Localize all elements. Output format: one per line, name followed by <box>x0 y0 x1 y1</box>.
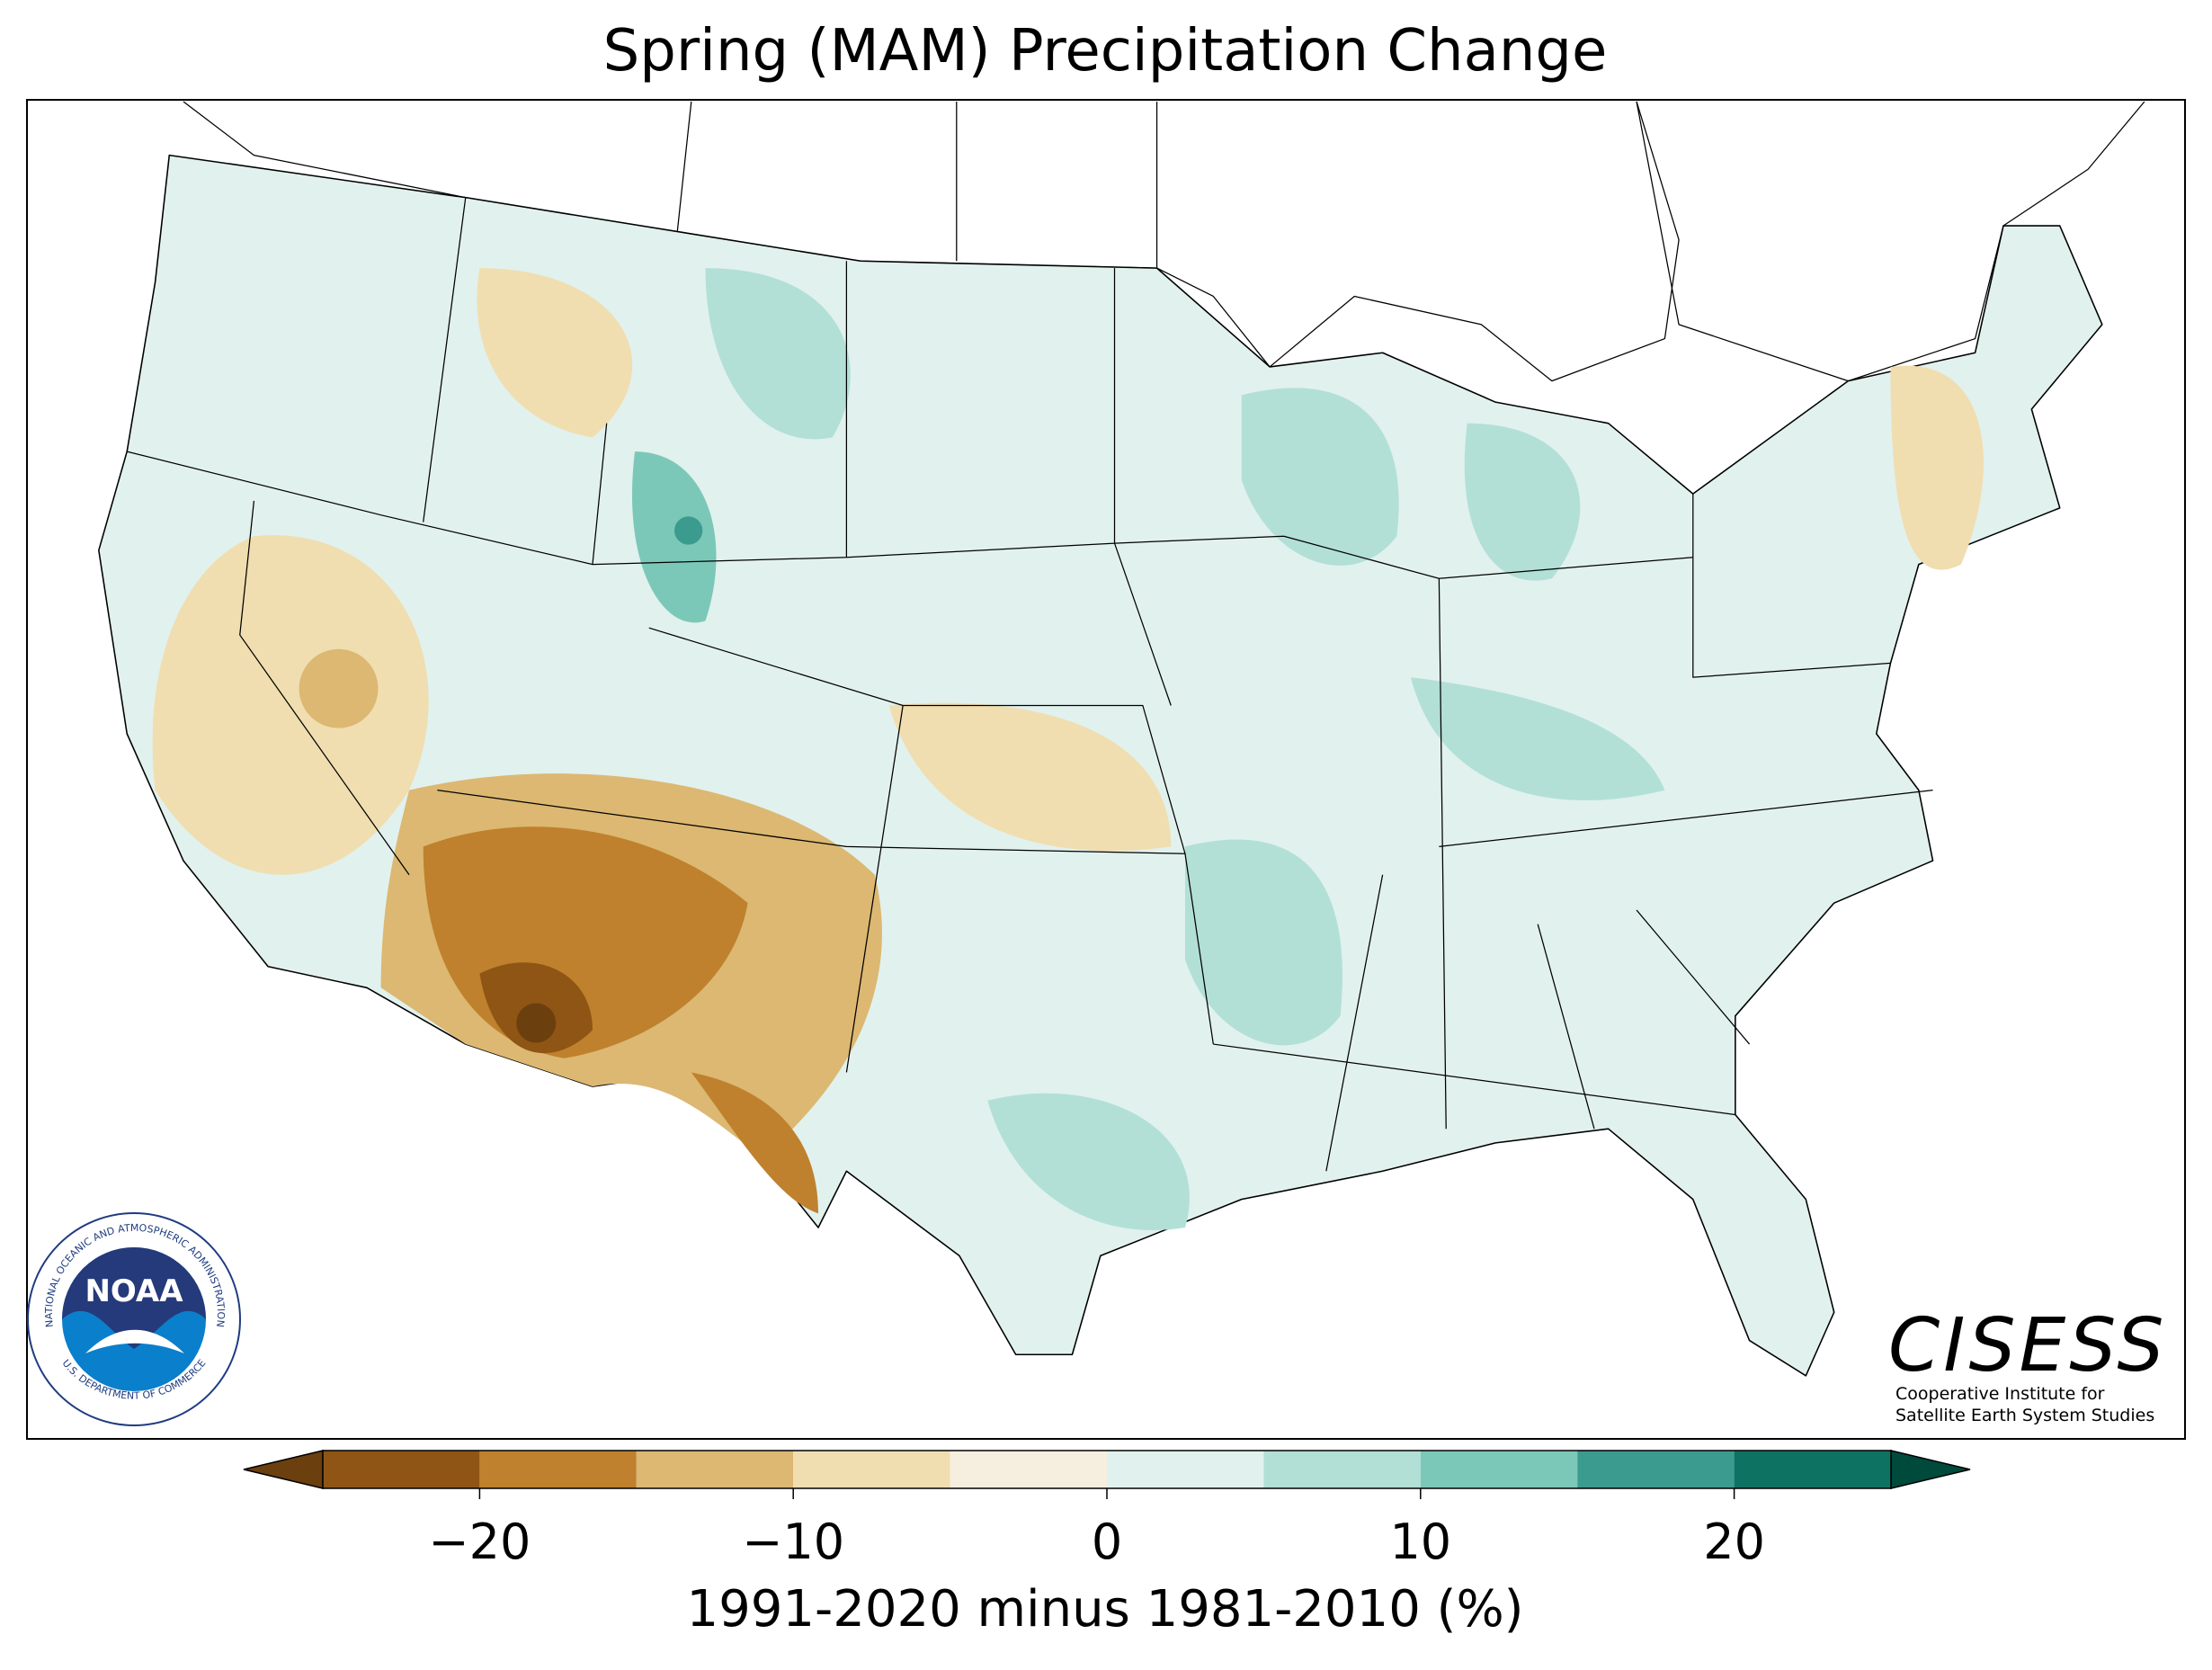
colorbar-label: 1991-2020 minus 1981-2010 (%) <box>686 1580 1523 1639</box>
region <box>987 1093 1190 1230</box>
state-line <box>127 197 1933 1172</box>
colorbar-bin <box>950 1451 1107 1488</box>
region <box>1184 839 1342 1046</box>
colorbar-bin <box>793 1451 950 1488</box>
colorbar-under <box>243 1450 324 1489</box>
colorbar-bin <box>1734 1451 1891 1488</box>
colorbar-tick-label: 10 <box>1389 1514 1451 1570</box>
cisess-logo: CISESS Cooperative Institute for Satelli… <box>1888 1303 2167 1425</box>
region <box>705 268 851 440</box>
colorbar-bin <box>1420 1451 1578 1488</box>
region <box>477 268 633 438</box>
region <box>516 1003 557 1043</box>
region <box>152 535 429 875</box>
colorbar: −20 −10 0 10 20 1991-2020 minus 1981-2010 (%) <box>243 1450 1971 1639</box>
colorbar-tick-label: 0 <box>1092 1514 1122 1570</box>
noaa-logo: NOAA NATIONAL OCEANIC AND ATMOSPHERIC AD… <box>27 1212 241 1426</box>
map-title: Spring (MAM) Precipitation Change <box>603 18 1608 85</box>
colorbar-bin <box>1263 1451 1421 1488</box>
colorbar-bin <box>1577 1451 1735 1488</box>
logo-bird <box>85 1329 184 1353</box>
region <box>888 702 1172 852</box>
border <box>676 101 1158 269</box>
region <box>691 1072 819 1214</box>
colorbar-tick-label: −10 <box>742 1514 844 1570</box>
logo-subtext: Cooperative Institute for <box>1895 1384 2105 1404</box>
colorbar-tick-label: 20 <box>1703 1514 1765 1570</box>
region <box>1241 388 1399 566</box>
colorbar-bin <box>323 1451 480 1488</box>
region <box>299 648 379 728</box>
logo-text: CISESS <box>1888 1303 2167 1389</box>
region <box>1464 423 1581 581</box>
colorbar-bin <box>479 1451 637 1488</box>
colorbar-bin <box>636 1451 794 1488</box>
colorbar-tick-label: −20 <box>428 1514 531 1570</box>
logo-subtext: Satellite Earth System Studies <box>1895 1406 2154 1425</box>
map-frame <box>26 99 2186 1440</box>
region <box>1890 365 1984 570</box>
logo-sky <box>62 1247 206 1349</box>
border <box>1636 101 2145 382</box>
region <box>1411 677 1665 800</box>
region <box>673 516 703 545</box>
map <box>98 101 2145 1377</box>
region <box>631 451 717 623</box>
colorbar-over <box>1890 1450 1971 1489</box>
colorbar-bin <box>1107 1451 1264 1488</box>
logo-text: NOAA <box>85 1273 183 1309</box>
